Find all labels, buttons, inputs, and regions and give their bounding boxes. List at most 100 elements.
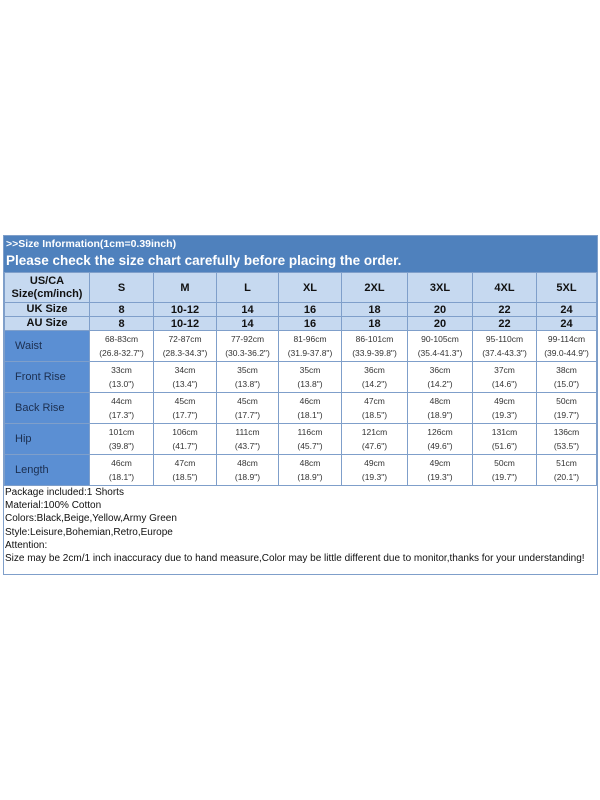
note-line: Style:Leisure,Bohemian,Retro,Europe [5,526,173,538]
measure-cm: 35cm [299,365,321,375]
measure-cm: 90-105cm [421,334,459,344]
measure-cm: 34cm [174,365,196,375]
measure-cell: 51cm (20.1") [536,454,597,486]
measure-inch: (31.9-37.8") [287,348,333,358]
header-row: US/CA Size(cm/inch) S M L XL 2XL 3XL 4XL 5XL [4,272,597,303]
measure-cm: 38cm [556,365,577,375]
measure-cell: 49cm (19.3") [407,454,473,486]
measure-cm: 49cm [429,458,451,468]
header-label: UK Size [4,302,90,317]
measure-cell: 126cm (49.6") [407,423,473,455]
note-line: Package included:1 Shorts [5,487,124,498]
measure-cell: 35cm (13.8") [278,361,342,393]
header-cell: 8 [89,302,154,317]
measure-inch: (47.6") [361,441,388,451]
measure-cm: 47cm [364,396,385,406]
measure-cm: 101cm [108,427,135,437]
measure-cm: 111cm [235,427,260,437]
header-cell: S [89,272,154,303]
measure-cm: 45cm [174,396,196,406]
measure-cell: 48cm (18.9") [216,454,279,486]
measure-inch: (33.9-39.8") [352,348,397,358]
header-cell: 20 [407,316,473,331]
measure-cell: 50cm (19.7") [472,454,537,486]
measure-inch: (18.5") [361,410,388,420]
header-cell: 20 [407,302,473,317]
measure-cell: 121cm (47.6") [341,423,408,455]
note-line: Size may be 2cm/1 inch inaccuracy due to… [5,553,585,565]
measure-cell: 45cm (17.7") [153,392,217,424]
header-cell: 14 [216,302,279,317]
measure-inch: (18.9") [234,472,261,482]
measure-inch: (18.5") [172,472,198,482]
measure-cell: 136cm (53.5") [536,423,597,455]
measure-cm: 68-83cm [104,334,139,344]
measure-inch: (17.7") [172,410,198,420]
measure-cm: 51cm [556,458,577,468]
size-table: US/CA Size(cm/inch) S M L XL 2XL 3XL 4XL 5XL UK Si… [4,272,597,486]
measure-cell: 35cm (13.8") [216,361,279,393]
measure-inch: (14.6") [491,379,518,389]
measure-cm: 121cm [361,427,388,437]
measure-cm: 131cm [491,427,518,437]
measure-inch: (17.7") [234,410,261,420]
measure-inch: (20.1") [553,472,580,482]
measure-inch: (18.9") [297,472,323,482]
measure-cm: 46cm [111,458,132,468]
note-line: Colors:Black,Beige,Yellow,Army Green [5,513,177,525]
table-row: Front Rise 33cm (13.0") 34cm (13.4") 35cm (13.… [4,361,597,393]
measure-inch: (18.9") [427,410,453,420]
measure-cm: 50cm [556,396,577,406]
chart-title: >>Size Information(1cm=0.39inch) [6,238,177,250]
measure-cm: 45cm [237,396,258,406]
header-cell: 8 [89,316,154,331]
measure-cm: 49cm [364,458,385,468]
measure-inch: (49.6") [427,441,453,451]
header-cell: 18 [341,316,408,331]
measure-cm: 77-92cm [230,334,265,344]
measure-cm: 136cm [553,427,580,437]
measure-cell: 44cm (17.3") [89,392,154,424]
measure-inch: (19.7") [491,472,518,482]
row-label: Front Rise [4,361,90,393]
measure-cell: 47cm (18.5") [341,392,408,424]
header-cell: 24 [536,302,597,317]
measure-cm: 36cm [364,365,385,375]
measure-cell: 101cm (39.8") [89,423,154,455]
measure-cm: 126cm [427,427,453,437]
measure-cm: 49cm [494,396,515,406]
header-label-line: US/CA [29,274,65,287]
measure-cm: 116cm [297,427,323,437]
header-label: US/CA Size(cm/inch) [4,272,90,303]
measure-inch: (39.0-44.9") [544,348,589,358]
measure-cell: 46cm (18.1") [89,454,154,486]
table-row: Length 46cm (18.1") 47cm (18.5") 48cm (18.9") 4… [4,454,597,486]
measure-cm: 48cm [299,458,321,468]
measure-inch: (53.5") [553,441,580,451]
measure-cm: 81-96cm [293,334,327,344]
row-label: Back Rise [4,392,90,424]
measure-cell: 95-110cm (37.4-43.3") [472,330,537,362]
header-cell: 10-12 [153,302,217,317]
row-label: Length [4,454,90,486]
measure-inch: (51.6") [491,441,518,451]
measure-cell: 72-87cm (28.3-34.3") [153,330,217,362]
measure-inch: (13.0") [108,379,135,389]
measure-cm: 48cm [237,458,258,468]
chart-subtitle: Please check the size chart carefully be… [6,253,402,268]
title-bar: >>Size Information(1cm=0.39inch) Please … [4,236,597,272]
measure-cell: 45cm (17.7") [216,392,279,424]
table-row: Hip 101cm (39.8") 106cm (41.7") 111cm (43.7") 1… [4,423,597,455]
header-cell: 4XL [472,272,537,303]
header-cell: XL [278,272,342,303]
measure-inch: (30.3-36.2") [225,348,270,358]
measure-inch: (45.7") [297,441,323,451]
header-label: AU Size [4,316,90,331]
header-cell: 16 [278,302,342,317]
header-cell: 5XL [536,272,597,303]
header-label-line: Size(cm/inch) [11,287,83,300]
measure-cell: 47cm (18.5") [153,454,217,486]
measure-cell: 49cm (19.3") [341,454,408,486]
measure-inch: (37.4-43.3") [482,348,527,358]
header-cell: 22 [472,302,537,317]
